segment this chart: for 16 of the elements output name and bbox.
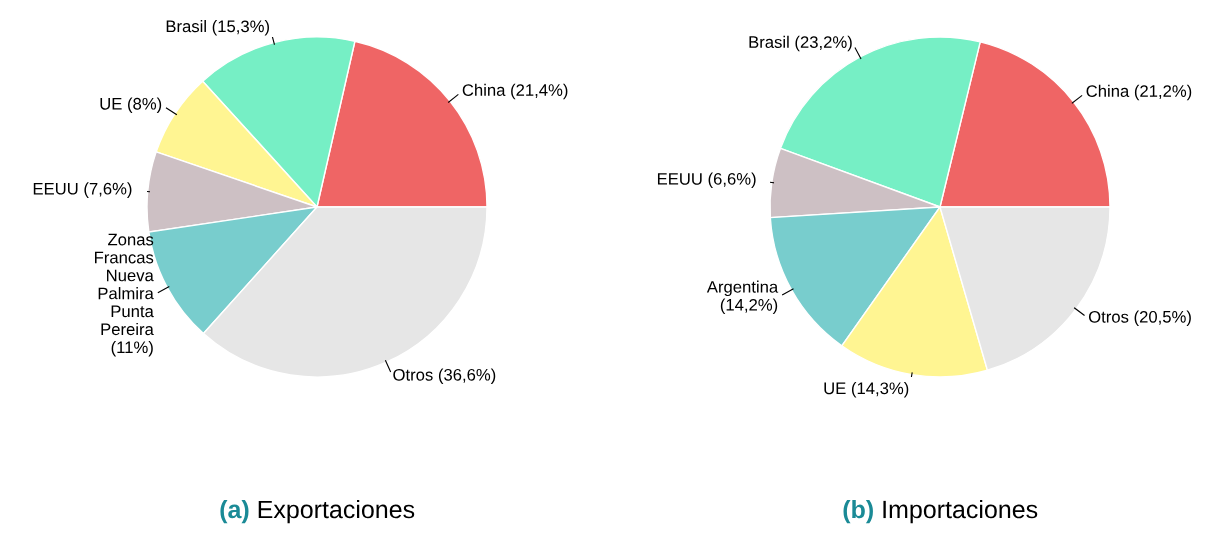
text: (b) Importaciones — [843, 499, 1038, 524]
slice-label: Zonas Francas Nueva Palmira Punta Pereira — [95, 233, 154, 336]
slice-label: Otros (20,5%) — [1088, 310, 1191, 327]
slice-label: UE (14,3%) — [824, 381, 909, 398]
slice-label: Otros (36,6%) — [393, 368, 496, 384]
slice-label: Brasil (23,2%) — [749, 35, 852, 52]
slice-label: Brasil (15,3%) — [166, 19, 269, 36]
slice-label: Argentina — [706, 280, 779, 297]
data-label: (11%) — [111, 340, 153, 357]
text: (a) Exportaciones — [220, 499, 415, 524]
slice-label: EEUU (6,6%) — [657, 172, 756, 189]
slice-label: UE (8%) — [100, 97, 162, 113]
slice-label: EEUU (7,6%) — [33, 182, 132, 198]
data-label: (14,2%) — [720, 298, 778, 315]
slice-label: China (21,2%) — [1086, 84, 1192, 101]
slice-label: China (21,4%) — [462, 83, 568, 100]
